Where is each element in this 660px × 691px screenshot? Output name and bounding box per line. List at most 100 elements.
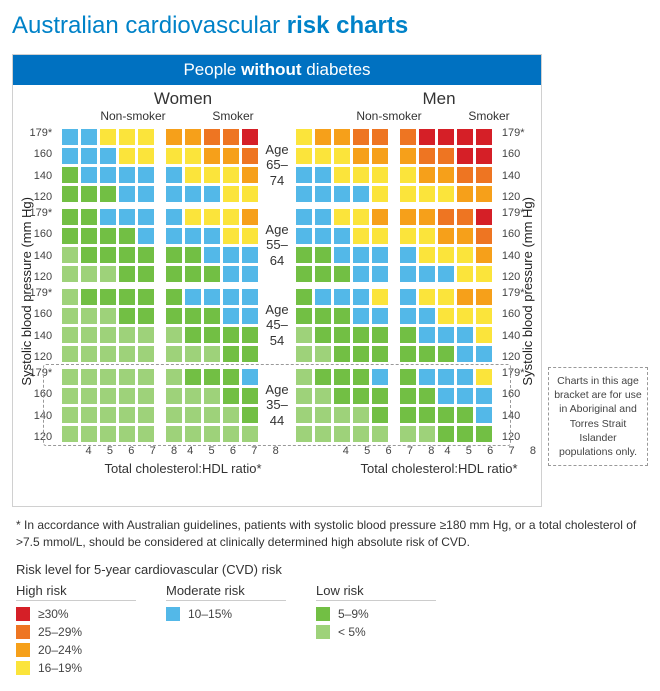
heat-cell [314, 387, 332, 405]
heat-cell [184, 425, 202, 443]
heat-cell [61, 227, 79, 245]
heat-cell [456, 307, 474, 325]
heat-cell [241, 307, 259, 325]
heat-cell [456, 246, 474, 264]
heat-cell [118, 147, 136, 165]
heat-cell [61, 345, 79, 363]
heatmap-55-64-women_nonsmoker [61, 208, 155, 283]
heat-cell [314, 288, 332, 306]
banner: People without diabetes [13, 55, 541, 85]
heat-cell [165, 147, 183, 165]
heat-cell [475, 166, 493, 184]
legend-label: ≥30% [38, 607, 69, 621]
heat-cell [184, 326, 202, 344]
heat-cell [99, 288, 117, 306]
heat-cell [333, 208, 351, 226]
legend-label: 5–9% [338, 607, 369, 621]
heat-cell [80, 246, 98, 264]
heat-cell [295, 406, 313, 424]
heat-cell [418, 128, 436, 146]
heat-cell [222, 406, 240, 424]
heat-cell [222, 288, 240, 306]
xaxis-label-row: Total cholesterol:HDL ratio* Total chole… [13, 461, 541, 476]
heat-cell [295, 166, 313, 184]
heat-cell [241, 227, 259, 245]
heat-cell [333, 406, 351, 424]
heat-cell [371, 288, 389, 306]
heat-cell [418, 185, 436, 203]
heat-cell [80, 288, 98, 306]
heat-cell [137, 326, 155, 344]
heat-cell [295, 425, 313, 443]
heat-cell [80, 307, 98, 325]
heat-cell [118, 425, 136, 443]
heat-cell [99, 326, 117, 344]
heat-cell [456, 265, 474, 283]
heat-cell [418, 147, 436, 165]
heat-cell [203, 128, 221, 146]
heat-cell [61, 326, 79, 344]
heat-cell [184, 128, 202, 146]
heat-cell [437, 406, 455, 424]
heat-cell [165, 425, 183, 443]
heat-cell [184, 208, 202, 226]
heat-cell [295, 208, 313, 226]
legend-group-title: Low risk [316, 583, 436, 601]
legend-label: < 5% [338, 625, 366, 639]
heat-cell [352, 128, 370, 146]
age-label: Age65–74 [264, 142, 290, 189]
heat-cell [418, 246, 436, 264]
heatmap-45-54-men_smoker [399, 288, 493, 363]
heat-cell [241, 265, 259, 283]
heat-cell [222, 425, 240, 443]
heat-cell [295, 128, 313, 146]
heat-cell [475, 185, 493, 203]
heat-cell [314, 265, 332, 283]
heat-cell [314, 227, 332, 245]
heat-cell [352, 288, 370, 306]
heat-cell [437, 166, 455, 184]
heat-cell [241, 128, 259, 146]
heat-cell [184, 227, 202, 245]
heat-cell [241, 326, 259, 344]
heat-cell [184, 185, 202, 203]
heat-cell [80, 128, 98, 146]
heat-cell [165, 368, 183, 386]
heat-cell [137, 406, 155, 424]
heat-cell [437, 387, 455, 405]
heatmap-65-74-women_smoker [165, 128, 259, 203]
heat-cell [241, 246, 259, 264]
heatmap-65-74-men_nonsmoker [295, 128, 389, 203]
heat-cell [80, 387, 98, 405]
legend-item: < 5% [316, 625, 436, 639]
heat-cell [295, 185, 313, 203]
heatmap-35-44-women_nonsmoker [61, 368, 155, 443]
heat-cell [203, 345, 221, 363]
xaxis-label-women: Total cholesterol:HDL ratio* [83, 461, 283, 476]
heat-cell [99, 406, 117, 424]
heat-cell [165, 246, 183, 264]
heat-cell [222, 246, 240, 264]
heat-cell [456, 406, 474, 424]
sub-smoker-m: Smoker [439, 109, 539, 123]
heatmap-45-54-men_nonsmoker [295, 288, 389, 363]
heat-cell [137, 265, 155, 283]
heatmap-65-74-men_smoker [399, 128, 493, 203]
legend-group: Low risk 5–9% < 5% [316, 583, 436, 679]
heat-cell [399, 147, 417, 165]
heat-cell [203, 208, 221, 226]
heatmap-35-44-women_smoker [165, 368, 259, 443]
heat-cell [314, 368, 332, 386]
heat-cell [418, 368, 436, 386]
smoking-header-row: Non-smoker Smoker Non-smoker Smoker [13, 109, 541, 123]
heat-cell [165, 288, 183, 306]
heatmap-35-44-men_nonsmoker [295, 368, 389, 443]
heat-cell [118, 406, 136, 424]
heat-cell [352, 208, 370, 226]
heat-cell [333, 288, 351, 306]
heat-cell [165, 208, 183, 226]
heat-cell [475, 246, 493, 264]
heat-cell [118, 185, 136, 203]
heat-cell [456, 166, 474, 184]
xticks: 45678 [187, 443, 279, 457]
